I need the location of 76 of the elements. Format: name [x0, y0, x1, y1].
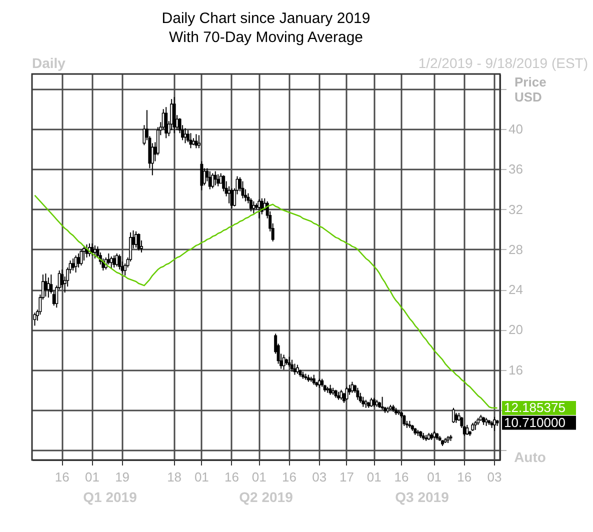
candlestick [372, 397, 376, 408]
y-tick-label: 16 [508, 362, 523, 378]
candlestick [172, 96, 176, 134]
x-tick-label: 01 [194, 470, 209, 484]
candlestick [312, 374, 316, 386]
x-tick-label: 03 [487, 470, 502, 484]
text: 10.710000 [504, 414, 566, 430]
x-tick-label: 16 [282, 470, 296, 484]
candlestick [362, 396, 365, 408]
candlestick [370, 397, 373, 408]
candlestick [211, 172, 214, 189]
candlestick [258, 198, 261, 219]
y-tick-label: 32 [508, 202, 523, 217]
candlestick [252, 200, 256, 214]
candlestick [380, 396, 384, 410]
candlestick [356, 387, 360, 400]
x-tick-label: 03 [312, 470, 327, 484]
candlestick [118, 254, 122, 270]
candlestick [72, 258, 75, 272]
x-tick-label: 01 [366, 470, 382, 484]
y-tick-label: 28 [508, 242, 523, 257]
candlestick [60, 269, 64, 288]
candlestick [493, 416, 496, 432]
chart-subtitle: With 70-Day Moving Average [169, 29, 363, 46]
candlestick [80, 248, 83, 266]
x-tick-label: 16 [54, 470, 70, 484]
candlestick [44, 273, 48, 298]
candlestick [110, 256, 113, 270]
candlestick [93, 244, 96, 259]
candlestick [197, 134, 200, 149]
candlestick [358, 392, 362, 404]
candlestick [452, 407, 455, 424]
x-tick-label: 01 [252, 470, 266, 484]
x-tick-label: 19 [115, 470, 130, 484]
y-axis-title: Price USD [514, 74, 546, 104]
candlestick [474, 420, 477, 430]
x-tick-label: 16 [224, 470, 240, 484]
x-tick-label: 17 [340, 470, 354, 484]
candlestick [296, 364, 299, 374]
candlestick [228, 186, 231, 204]
candlestick [214, 170, 217, 186]
candlestick [90, 242, 94, 256]
x-tick-label: 16 [394, 470, 409, 484]
line-series [34, 194, 498, 409]
candlestick [249, 198, 252, 212]
candlestick [33, 312, 36, 326]
candlestick [345, 386, 348, 400]
candlestick [112, 254, 116, 268]
candlestick [466, 424, 469, 436]
candlestick [241, 180, 244, 199]
candlestick [189, 132, 192, 149]
candlestick [202, 168, 206, 186]
data-label: 12.185375 [504, 400, 566, 416]
candlestick [282, 354, 286, 370]
candlestick [74, 254, 78, 274]
candlestick [454, 412, 458, 424]
candlestick [216, 174, 220, 187]
x-tick-label: 01 [427, 470, 442, 484]
chart-title: Daily Chart since January 2019 [162, 10, 370, 27]
x-tick-label: 18 [167, 470, 182, 484]
candlestick [194, 134, 198, 149]
candlestick [85, 244, 88, 258]
candlestick [402, 414, 406, 426]
candlestick [46, 277, 50, 298]
y-tick-label: 24 [508, 282, 523, 298]
y-tick-label: 20 [508, 322, 523, 338]
candlestick [137, 232, 140, 251]
candlestick [350, 381, 354, 394]
candlestick [200, 160, 204, 191]
candlestick [290, 359, 294, 372]
x-tick-label: 01 [84, 470, 100, 484]
y-tick-label: 36 [508, 162, 523, 177]
y-tick-label: 40 [508, 122, 523, 137]
candlestick [164, 106, 168, 139]
candlestick [293, 363, 296, 376]
x-tick-label: 16 [457, 470, 472, 484]
